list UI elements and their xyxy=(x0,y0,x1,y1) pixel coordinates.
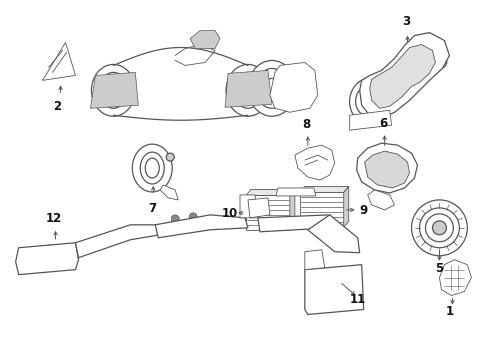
Polygon shape xyxy=(90,72,138,108)
Ellipse shape xyxy=(99,72,127,108)
Ellipse shape xyxy=(247,60,295,116)
Text: 3: 3 xyxy=(402,15,410,28)
Polygon shape xyxy=(155,215,247,238)
Ellipse shape xyxy=(415,48,446,69)
Polygon shape xyxy=(245,195,289,230)
Polygon shape xyxy=(367,190,394,210)
Ellipse shape xyxy=(309,159,319,171)
Text: 5: 5 xyxy=(435,262,443,275)
Ellipse shape xyxy=(29,249,37,257)
Polygon shape xyxy=(299,186,348,193)
Ellipse shape xyxy=(29,261,37,269)
Polygon shape xyxy=(160,185,178,200)
Text: 2: 2 xyxy=(53,100,61,113)
Ellipse shape xyxy=(421,52,440,65)
Ellipse shape xyxy=(355,85,379,115)
Polygon shape xyxy=(190,31,220,49)
Ellipse shape xyxy=(431,221,446,235)
Ellipse shape xyxy=(419,208,458,248)
Text: 12: 12 xyxy=(45,212,61,225)
Ellipse shape xyxy=(425,214,452,242)
Ellipse shape xyxy=(264,78,279,98)
Polygon shape xyxy=(299,193,343,227)
Ellipse shape xyxy=(46,257,55,265)
Ellipse shape xyxy=(304,215,314,225)
Ellipse shape xyxy=(346,287,356,297)
Ellipse shape xyxy=(91,64,135,116)
Ellipse shape xyxy=(312,270,322,280)
Text: 7: 7 xyxy=(148,202,156,215)
Polygon shape xyxy=(359,32,448,118)
Ellipse shape xyxy=(140,152,164,184)
Polygon shape xyxy=(343,186,348,227)
Polygon shape xyxy=(247,198,269,218)
Ellipse shape xyxy=(280,71,308,105)
Polygon shape xyxy=(16,243,78,275)
Polygon shape xyxy=(42,42,75,80)
Ellipse shape xyxy=(209,216,217,224)
Ellipse shape xyxy=(286,77,302,99)
Polygon shape xyxy=(224,71,271,107)
Ellipse shape xyxy=(324,301,334,310)
Polygon shape xyxy=(240,195,258,218)
Polygon shape xyxy=(304,250,324,270)
Polygon shape xyxy=(304,265,363,315)
Ellipse shape xyxy=(411,200,467,256)
Polygon shape xyxy=(245,189,294,195)
Ellipse shape xyxy=(132,144,172,192)
Text: 10: 10 xyxy=(222,207,238,220)
Text: 8: 8 xyxy=(301,118,309,131)
Polygon shape xyxy=(294,145,334,180)
Polygon shape xyxy=(369,45,435,108)
Ellipse shape xyxy=(255,68,287,108)
Text: 1: 1 xyxy=(445,306,453,319)
Ellipse shape xyxy=(189,213,197,221)
Polygon shape xyxy=(275,188,315,196)
Text: 9: 9 xyxy=(359,204,367,217)
Ellipse shape xyxy=(346,267,356,276)
Ellipse shape xyxy=(52,69,59,75)
Ellipse shape xyxy=(253,203,264,213)
Ellipse shape xyxy=(64,244,72,252)
Polygon shape xyxy=(364,151,408,188)
Ellipse shape xyxy=(145,158,159,178)
Polygon shape xyxy=(269,62,317,112)
Polygon shape xyxy=(439,260,470,296)
Ellipse shape xyxy=(166,153,174,161)
Polygon shape xyxy=(349,110,391,130)
Ellipse shape xyxy=(274,217,285,227)
Ellipse shape xyxy=(312,289,322,300)
Polygon shape xyxy=(75,225,160,258)
Text: 6: 6 xyxy=(379,117,387,130)
Ellipse shape xyxy=(64,256,72,264)
Ellipse shape xyxy=(46,245,55,253)
Text: 11: 11 xyxy=(349,293,365,306)
Polygon shape xyxy=(258,215,331,232)
Polygon shape xyxy=(289,189,294,230)
Polygon shape xyxy=(356,143,417,193)
Ellipse shape xyxy=(234,72,262,108)
Ellipse shape xyxy=(58,60,63,67)
Ellipse shape xyxy=(171,215,179,223)
Ellipse shape xyxy=(225,64,269,116)
Polygon shape xyxy=(307,215,359,253)
Ellipse shape xyxy=(349,78,385,122)
